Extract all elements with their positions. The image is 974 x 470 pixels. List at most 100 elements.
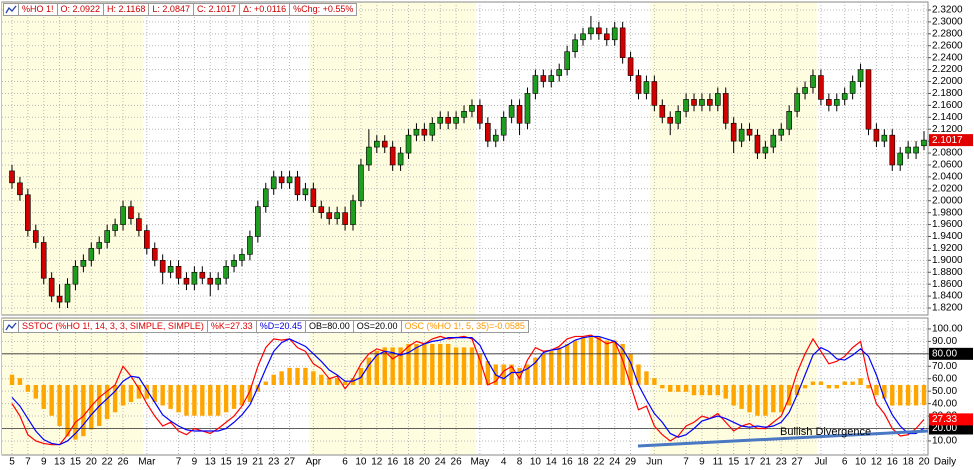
x-tick-label: 18 (403, 457, 415, 468)
candle-body (754, 134, 761, 154)
osc-bar (366, 357, 372, 385)
x-tick-label: Jul (815, 457, 828, 468)
osc-bar (739, 384, 744, 409)
candle-body (477, 105, 483, 124)
y-tick-label: 10.00 (932, 436, 957, 447)
y-tick-label: 60.00 (932, 373, 957, 384)
x-tick-label: 24 (609, 457, 621, 468)
x-tick-label: 20 (86, 457, 98, 468)
candle-body (191, 271, 198, 285)
osc-bar (374, 350, 379, 385)
osc-bar (311, 371, 316, 385)
osc-bar (430, 343, 435, 385)
candle-body (389, 146, 396, 166)
candle-body (643, 81, 650, 94)
legend-item: OB=80.00 (304, 321, 353, 332)
osc-bar (247, 384, 253, 403)
osc-bar (33, 384, 38, 399)
y-tick-label: 1.9800 (932, 207, 963, 218)
candle-body (683, 99, 689, 112)
candle-body (96, 242, 103, 249)
osc-bar (525, 364, 530, 385)
osc-bar (707, 384, 713, 396)
header-item: H: 2.1168 (103, 4, 148, 15)
candle-body (810, 75, 816, 88)
y-tick-label: 1.8800 (932, 267, 963, 278)
candle-body (278, 176, 285, 184)
osc-bar (620, 343, 625, 385)
x-tick-label: 23 (268, 457, 280, 468)
month-shade (2, 2, 143, 315)
candle-body (794, 93, 800, 112)
candle-body (120, 206, 126, 225)
k-tag (929, 413, 973, 426)
candle-body (159, 260, 166, 273)
osc-bar (898, 384, 903, 406)
header-item: %HO 1! (18, 4, 57, 15)
x-tick-label: 21 (760, 457, 772, 468)
candle-body (421, 128, 428, 136)
x-tick-label: 16 (387, 457, 399, 468)
level-tag-label: 20.00 (932, 423, 957, 434)
candle-body (255, 206, 261, 237)
candle-body (366, 146, 372, 166)
x-tick-label: 15 (221, 457, 233, 468)
osc-bar (786, 384, 792, 406)
x-tick-label: 15 (728, 457, 740, 468)
x-tick-label: 12 (871, 457, 883, 468)
candle-body (596, 27, 602, 35)
candle-body (778, 128, 785, 136)
osc-bar (279, 371, 284, 385)
osc-bar (112, 384, 118, 413)
x-tick-label: 24 (435, 457, 447, 468)
osc-bar (41, 384, 46, 409)
osc-bar (921, 384, 927, 405)
osc-bar (208, 384, 213, 416)
candle-body (167, 266, 174, 273)
osc-bar (913, 384, 919, 406)
candle-body (80, 260, 87, 267)
x-tick-label: 12 (371, 457, 383, 468)
x-tick-label: 10 (530, 457, 542, 468)
candle-body (826, 99, 832, 106)
candle-body (921, 139, 927, 147)
legend-item: %D=20.45 (255, 321, 305, 332)
candle-body (715, 93, 721, 106)
candle-body (318, 206, 325, 213)
k-tag-label: 27.33 (932, 414, 957, 425)
osc-bar (802, 384, 808, 389)
osc-bar (200, 384, 205, 416)
osc-bar (882, 384, 887, 399)
osc-bar (287, 367, 292, 385)
osc-bar (588, 337, 594, 385)
candle-body (913, 146, 919, 154)
x-tick-label: 29 (625, 457, 637, 468)
osc-bar (731, 384, 736, 406)
candle-body (603, 33, 610, 41)
candle-body (611, 27, 618, 41)
candle-body (770, 134, 777, 148)
x-tick-label: 7 (176, 457, 182, 468)
x-tick-label: 20 (918, 457, 930, 468)
legend-item: OS=20.00 (352, 321, 401, 332)
osc-bar (390, 347, 395, 385)
candle-body (802, 87, 808, 94)
osc-bar (414, 343, 419, 385)
candle-body (112, 224, 118, 231)
y-tick-label: 2.0400 (932, 172, 963, 183)
level-tag (929, 422, 973, 435)
x-tick-label: 9 (41, 457, 47, 468)
candle-body (413, 128, 420, 136)
candle-body (889, 134, 896, 166)
trendline (637, 429, 929, 448)
candle-body (730, 122, 737, 142)
osc-bar (295, 367, 300, 385)
candle-body (469, 105, 475, 112)
osc-bar (17, 378, 23, 385)
osc-bar (747, 384, 752, 413)
candle-body (691, 99, 697, 106)
osc-bar (303, 367, 308, 385)
y-tick-label: 1.9200 (932, 243, 963, 254)
x-tick-label: 20 (419, 457, 431, 468)
y-tick-label: 2.0800 (932, 148, 963, 159)
